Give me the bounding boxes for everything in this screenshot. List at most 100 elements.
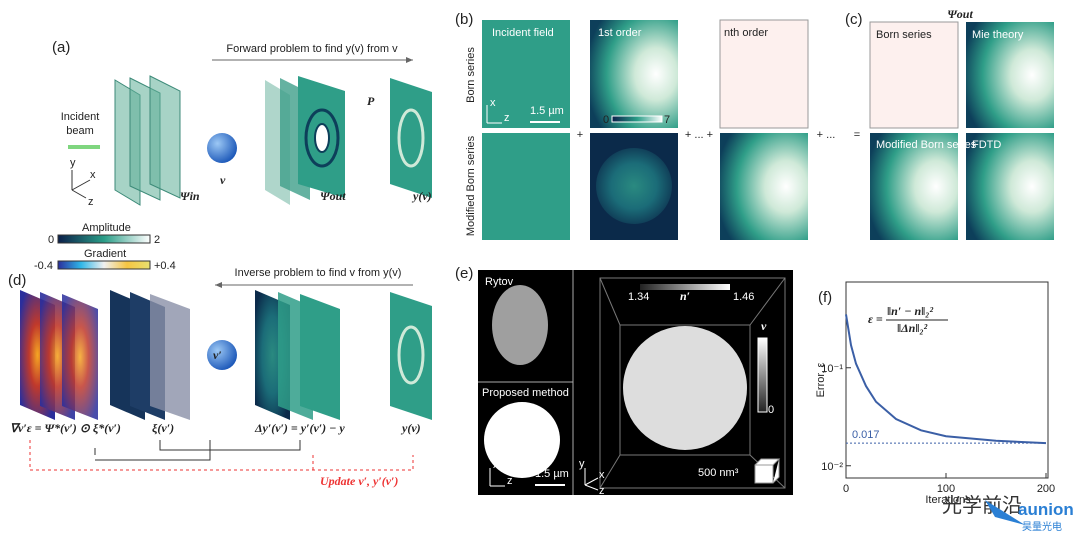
scale-text: 1.5 µm	[535, 468, 569, 480]
cube-label: 500 nm³	[698, 467, 739, 479]
panel-label: (c)	[845, 11, 863, 28]
row-label: Born series	[465, 47, 477, 103]
axis-label: x	[493, 459, 499, 471]
image-title: FDTD	[972, 139, 1001, 151]
logo	[985, 500, 1025, 525]
watermark-company: aunion	[1018, 500, 1074, 519]
gradient-planes	[20, 290, 98, 420]
colorbar-min: 0	[603, 114, 609, 126]
colorbar-max: 2	[154, 234, 160, 246]
y-axis-label: Error, ε	[815, 362, 827, 397]
plot-frame	[845, 281, 1049, 479]
colorbar	[611, 115, 663, 123]
field-image	[482, 20, 570, 128]
colorbar	[57, 260, 151, 270]
axes-b	[486, 105, 502, 124]
planes	[114, 75, 181, 206]
watermark-company-cn: 昊量光电	[1022, 520, 1062, 533]
scattered-planes	[265, 76, 345, 205]
connector	[94, 440, 301, 461]
p-label: P	[367, 94, 375, 108]
colorbar	[640, 284, 730, 290]
error-chart: (f) 10⁻² 10⁻¹ 0 100 200 Iterations Error, ε 0.01…	[815, 281, 1055, 506]
measured-plane	[390, 292, 432, 420]
update-text: Update v′, y′(v′)	[320, 474, 398, 488]
image-title: Modified Born series	[876, 139, 977, 151]
image-title: Proposed method	[482, 387, 569, 399]
colorbar-name: v	[761, 319, 767, 333]
panel-label: (d)	[8, 272, 26, 289]
field-image	[869, 21, 959, 129]
formula: ‖n′ − n‖₂²	[887, 304, 933, 318]
sphere	[207, 340, 237, 370]
image-title: Mie theory	[972, 29, 1024, 41]
arrow-head	[215, 282, 222, 288]
axis-label: z	[599, 485, 605, 497]
colorbar-title: Amplitude	[82, 222, 131, 234]
incident-text: beam	[66, 125, 94, 137]
x-tick-label: 200	[1037, 483, 1055, 495]
axis-label: z	[88, 196, 94, 208]
equation: ∇v′ε = Ψ*(v′) ⊙ ξ*(v′)	[10, 421, 121, 435]
equation: Δy′(v′) = y′(v′) − y	[254, 421, 345, 435]
proposed-recon	[484, 402, 560, 478]
sphere	[207, 133, 237, 163]
y-label: y(v)	[411, 189, 432, 203]
output-plane	[390, 78, 432, 198]
panel-label: (e)	[455, 265, 473, 282]
panel-label: (b)	[455, 11, 473, 28]
sphere-image	[596, 148, 672, 224]
field-image	[870, 133, 958, 240]
operator: =	[854, 129, 860, 141]
xi-planes	[110, 290, 190, 420]
axis-label: x	[90, 169, 96, 181]
field-image	[590, 20, 678, 128]
formula: ‖Δn‖₂²	[897, 321, 928, 335]
box-frame	[599, 277, 786, 489]
panel-title: Ψout	[947, 7, 973, 21]
v-label: v	[220, 173, 226, 187]
y-tick-label: 10⁻¹	[821, 363, 843, 375]
v-prime: v′	[213, 348, 222, 362]
colorbar-min: 0	[48, 234, 54, 246]
arrow-head	[406, 57, 413, 63]
operator: + ...	[817, 129, 836, 141]
colorbar	[757, 337, 768, 413]
update-loop	[29, 440, 414, 471]
field-image	[966, 22, 1054, 128]
axis-label: x	[599, 469, 605, 481]
axis-label: y	[70, 157, 76, 169]
image-title: Born series	[876, 29, 932, 41]
image-title: nth order	[724, 27, 768, 39]
incident-text: Incident	[61, 111, 100, 123]
panel-label: (a)	[52, 39, 70, 56]
colorbar-min: -0.4	[34, 260, 53, 272]
colorbar-min: 1.34	[628, 291, 649, 303]
colorbar-min: 0	[768, 404, 774, 416]
scale-cube	[754, 458, 781, 484]
x-tick-label: 100	[937, 483, 955, 495]
panel-label: (f)	[818, 289, 832, 306]
equation: y(v)	[400, 421, 421, 435]
residual-planes	[255, 290, 340, 420]
operator: + ... +	[685, 129, 713, 141]
field-image	[482, 133, 570, 240]
field-image	[966, 133, 1054, 240]
equation: ξ(v′)	[152, 421, 174, 435]
colorbar	[57, 234, 151, 244]
field-image	[720, 133, 808, 240]
rytov-recon	[492, 285, 548, 365]
error-curve	[845, 314, 1047, 445]
watermark: 光学前沿	[942, 494, 1022, 517]
axis-label: y	[579, 458, 585, 470]
inverse-caption: Inverse problem to find v from y(v)	[235, 267, 402, 279]
axis-label: x	[490, 97, 496, 109]
field-image	[719, 19, 809, 129]
forward-caption: Forward problem to find y(v) from v	[226, 43, 398, 55]
formula: ε =	[868, 312, 883, 326]
colorbar-max: 1.46	[733, 291, 754, 303]
colorbar-max: +0.4	[154, 260, 176, 272]
axes-e	[489, 468, 599, 491]
